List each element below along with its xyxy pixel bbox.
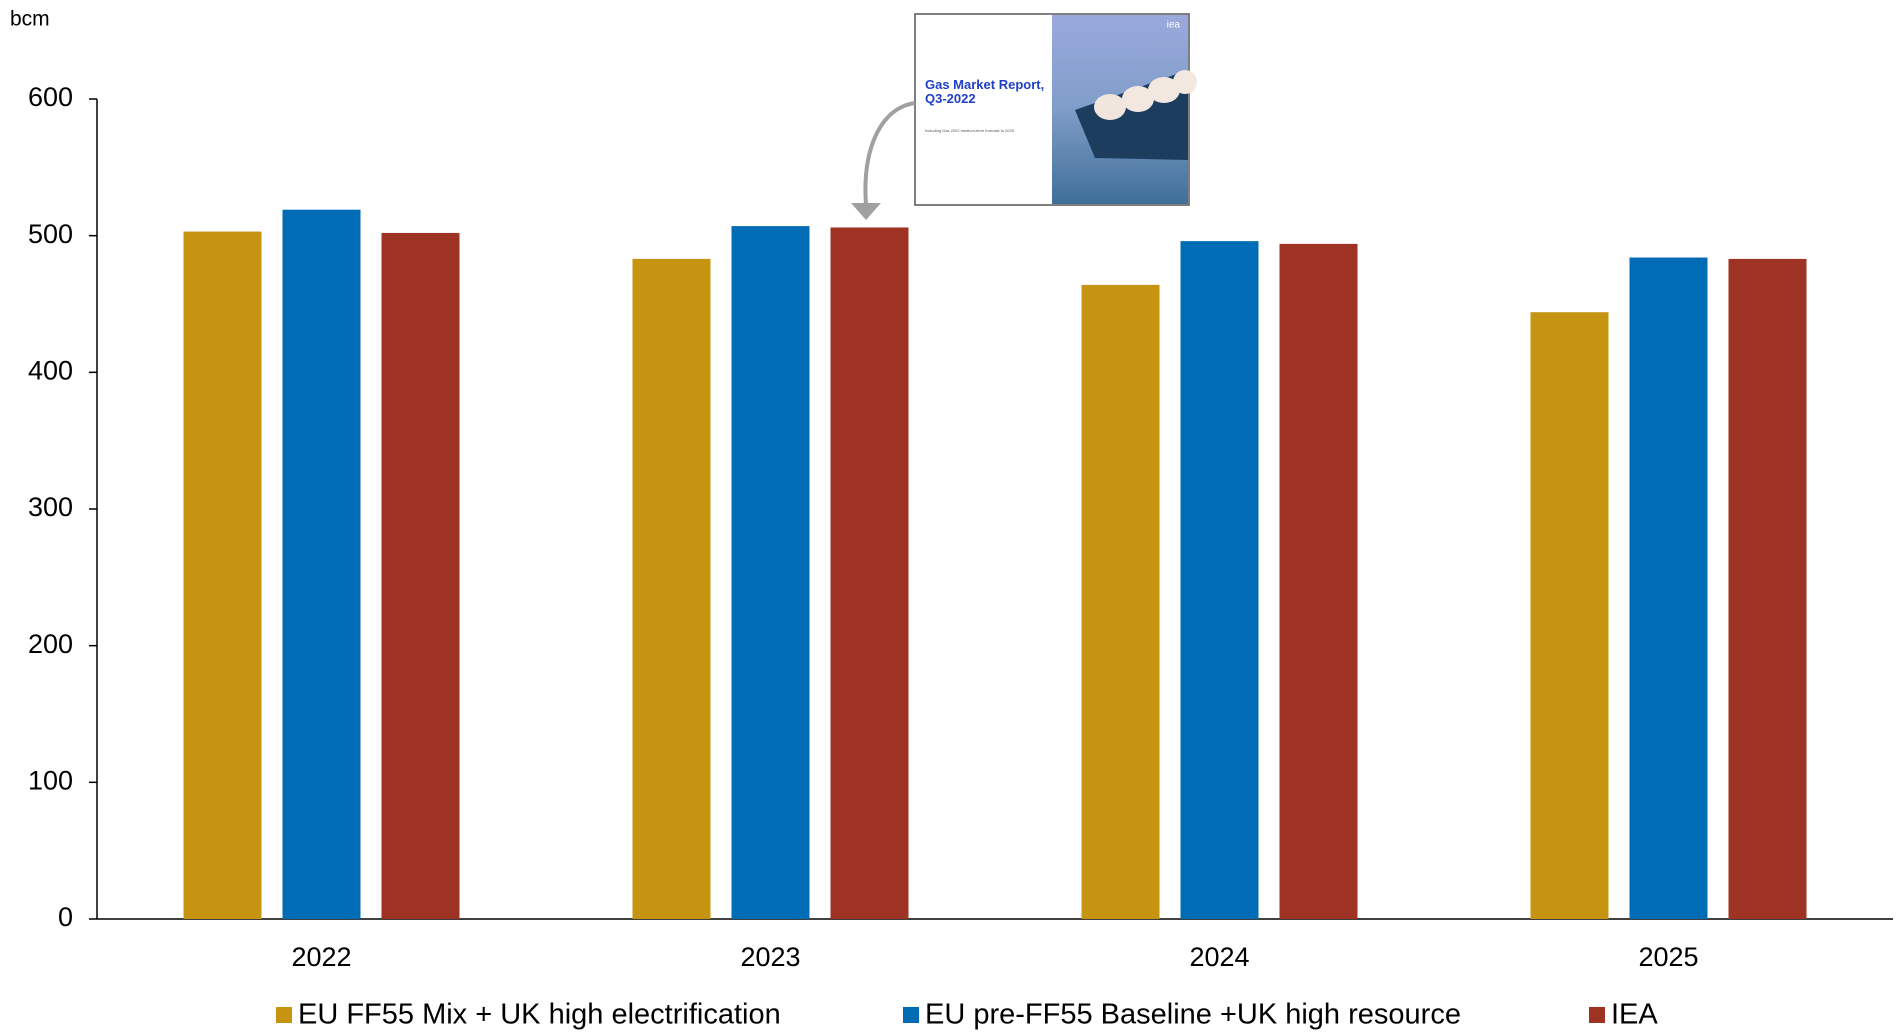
cover-logo: iea — [1167, 20, 1181, 31]
arrow-head — [851, 203, 881, 220]
bar — [282, 209, 361, 919]
x-tick-label: 2022 — [291, 942, 351, 972]
bar — [1081, 284, 1160, 919]
y-tick-label: 500 — [28, 219, 73, 249]
bar — [1629, 257, 1708, 919]
bar — [183, 231, 262, 920]
report-cover: iea Gas Market Report, Q3-2022 Including… — [914, 13, 1197, 206]
bar — [381, 232, 460, 919]
cover-title: Gas Market Report, Q3-2022 — [925, 78, 1045, 106]
x-tick-label: 2025 — [1638, 942, 1698, 972]
x-tick-label: 2023 — [740, 942, 800, 972]
cover-subtitle: Including Gas 2022 medium-term forecast … — [925, 128, 1014, 133]
bar — [1279, 243, 1358, 919]
y-tick-label: 0 — [58, 902, 73, 932]
y-tick-label: 200 — [28, 629, 73, 659]
legend-label: IEA — [1611, 999, 1658, 1031]
y-tick-label: 100 — [28, 765, 73, 795]
bar — [1530, 312, 1609, 919]
legend-swatch — [903, 1007, 919, 1023]
bar — [1180, 241, 1259, 920]
legend-swatch — [1589, 1007, 1605, 1023]
legend-label: EU FF55 Mix + UK high electrification — [298, 999, 781, 1031]
arrow — [863, 101, 916, 206]
y-axis-label: bcm — [10, 8, 50, 31]
y-tick-label: 400 — [28, 355, 73, 385]
bar — [632, 258, 711, 919]
bar — [1728, 258, 1807, 919]
bar — [731, 226, 810, 920]
x-tick-label: 2024 — [1189, 942, 1249, 972]
y-tick-label: 600 — [28, 82, 73, 112]
y-tick-label: 300 — [28, 492, 73, 522]
legend-label: EU pre-FF55 Baseline +UK high resource — [925, 999, 1461, 1031]
bar — [830, 227, 909, 919]
legend-swatch — [276, 1007, 292, 1023]
